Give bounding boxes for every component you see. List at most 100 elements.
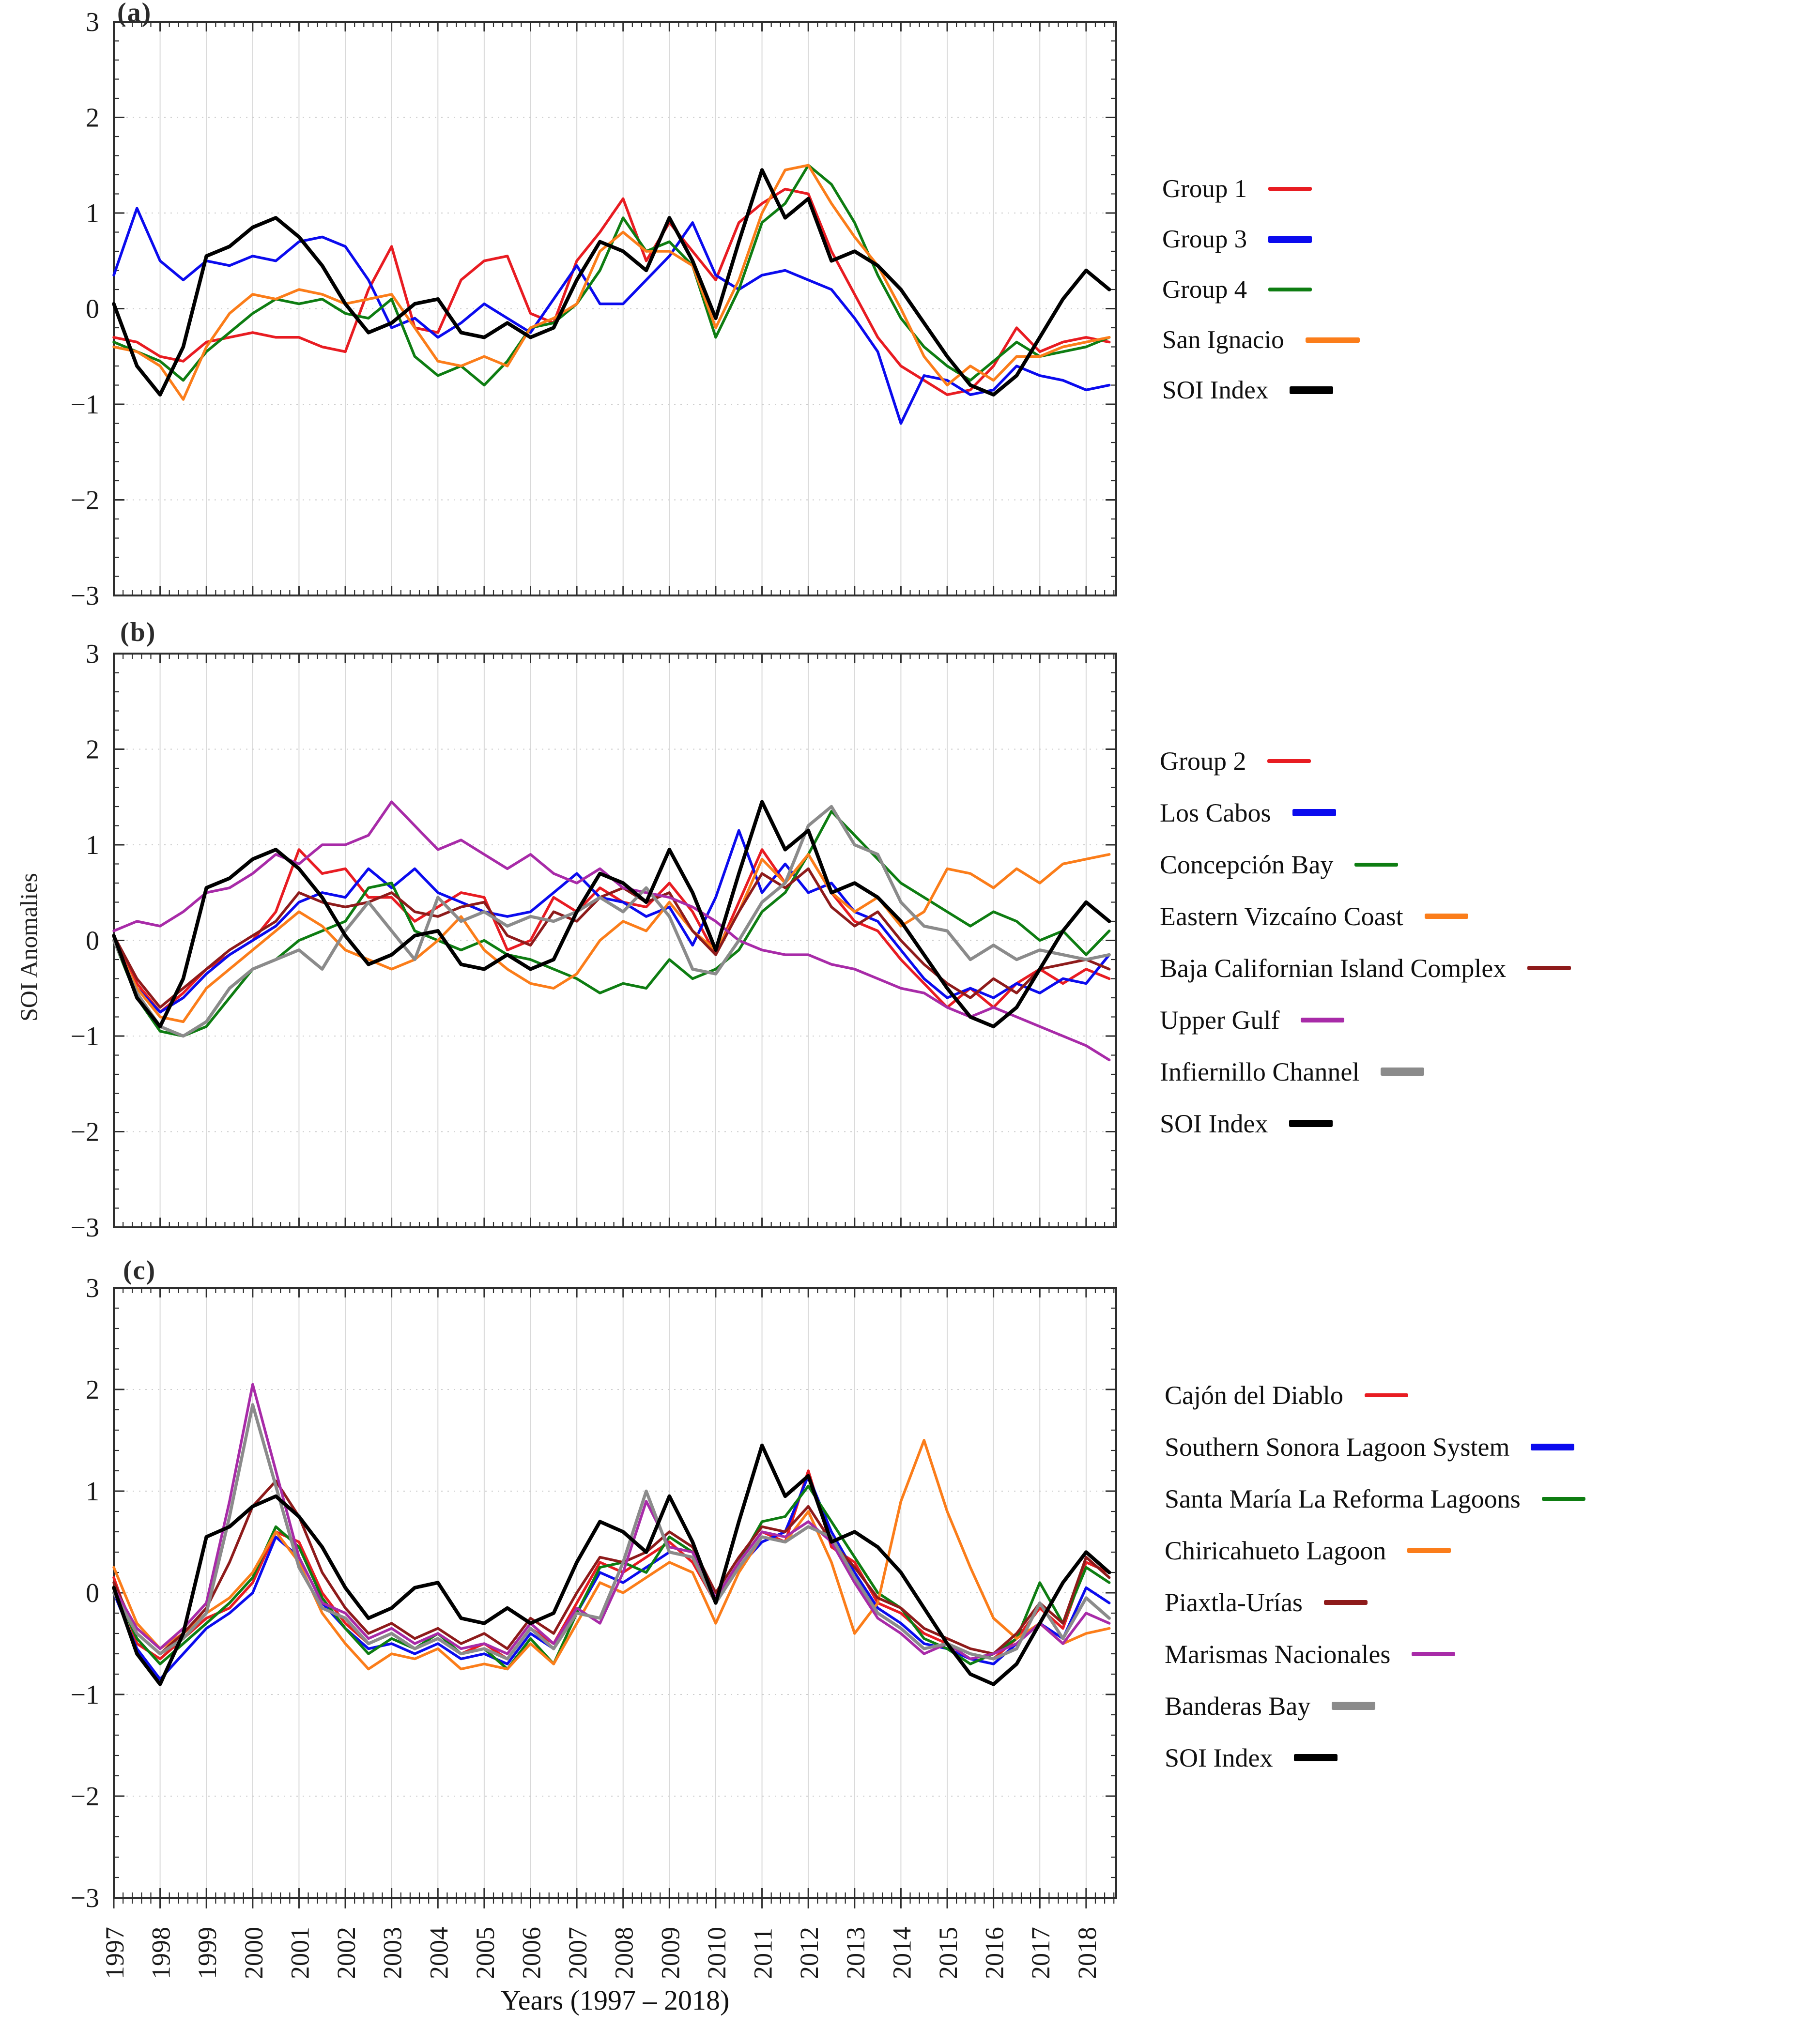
legend-item-swatch (1332, 1702, 1376, 1710)
legend-item: Southern Sonora Lagoon System (1165, 1421, 1585, 1473)
x-tick-label: 2003 (378, 1927, 407, 1979)
series-b-1 (112, 829, 1111, 1014)
series-c-3 (112, 1439, 1111, 1671)
legend-item: Marismas Nacionales (1165, 1628, 1585, 1680)
legend-item-label: Group 1 (1162, 175, 1247, 203)
legend-item: Banderas Bay (1165, 1680, 1585, 1732)
x-tick-label: 2005 (471, 1927, 500, 1979)
legend-item: Santa María La Reforma Lagoons (1165, 1473, 1585, 1525)
legend-item: SOI Index (1162, 365, 1360, 415)
legend-item-label: Marismas Nacionales (1165, 1639, 1391, 1669)
legend-item: Infiernillo Channel (1160, 1046, 1571, 1098)
legend-item: Eastern Vizcaíno Coast (1160, 890, 1571, 942)
x-tick-label: 1998 (147, 1927, 176, 1979)
legend-item: San Ignacio (1162, 315, 1360, 365)
legend-item-label: SOI Index (1160, 1109, 1268, 1138)
panel-label-a: (a) (117, 0, 152, 28)
legend-item-label: SOI Index (1162, 376, 1269, 404)
y-tick-label: −3 (70, 1213, 99, 1243)
series-c-5 (112, 1383, 1111, 1661)
legend-item-label: SOI Index (1165, 1743, 1273, 1772)
legend-item-label: Infiernillo Channel (1160, 1057, 1360, 1086)
legend-item-swatch (1268, 235, 1312, 243)
y-tick-label: 3 (86, 1273, 99, 1303)
legend-item: Upper Gulf (1160, 994, 1571, 1046)
legend-item-label: Group 3 (1162, 225, 1247, 253)
y-tick-label: −1 (70, 390, 99, 420)
legend-item-label: Upper Gulf (1160, 1005, 1280, 1035)
series-c-7 (112, 1443, 1111, 1686)
x-tick-label: 2010 (702, 1927, 731, 1979)
y-tick-label: 2 (86, 103, 99, 133)
x-tick-label: 2018 (1073, 1927, 1102, 1979)
series-a-2 (112, 164, 1111, 387)
legend-item-swatch (1301, 1017, 1345, 1022)
legend-item-swatch (1354, 862, 1399, 867)
legend-item-label: Baja Californian Island Complex (1160, 953, 1507, 983)
legend-item-swatch (1541, 1496, 1585, 1501)
legend-item: Los Cabos (1160, 787, 1571, 839)
legend-item: Group 2 (1160, 735, 1571, 787)
legend-item: Group 3 (1162, 214, 1360, 264)
y-tick-label: 0 (86, 294, 99, 324)
legend-panel-b: Group 2 Los Cabos Concepción Bay Eastern Vi… (1160, 735, 1571, 1149)
y-tick-label: 3 (86, 7, 99, 37)
series-b-3 (112, 853, 1111, 1023)
y-tick-label: 2 (86, 1375, 99, 1405)
x-tick-label: 2002 (332, 1927, 361, 1979)
x-tick-label: 2007 (563, 1927, 592, 1979)
x-tick-label: 2004 (424, 1927, 453, 1979)
legend-item-swatch (1268, 288, 1312, 291)
legend-item-label: Banderas Bay (1165, 1691, 1311, 1721)
x-tick-label: 2015 (934, 1927, 963, 1979)
legend-item-label: Southern Sonora Lagoon System (1165, 1432, 1510, 1462)
legend-item-label: Eastern Vizcaíno Coast (1160, 901, 1403, 931)
x-tick-label: 2001 (285, 1927, 314, 1979)
x-tick-label: 1999 (193, 1927, 222, 1979)
series-c-2 (112, 1484, 1111, 1671)
legend-item: Group 4 (1162, 264, 1360, 315)
legend-item-label: Group 2 (1160, 746, 1246, 776)
legend-item-swatch (1381, 1068, 1425, 1076)
x-tick-label: 2009 (656, 1927, 685, 1979)
series-a-3 (112, 164, 1111, 401)
x-tick-label: 1997 (100, 1927, 129, 1979)
legend-item: Chiricahueto Lagoon (1165, 1525, 1585, 1576)
legend-item: Baja Californian Island Complex (1160, 942, 1571, 994)
legend-item-label: Chiricahueto Lagoon (1165, 1536, 1386, 1565)
series-b-6 (112, 805, 1111, 1038)
legend-item-label: Cajón del Diablo (1165, 1380, 1343, 1410)
legend-item-swatch (1305, 337, 1360, 343)
legend-item-label: Los Cabos (1160, 798, 1271, 827)
y-tick-label: 2 (86, 735, 99, 765)
y-tick-label: −2 (70, 1117, 99, 1147)
y-tick-label: 1 (86, 1477, 99, 1507)
legend-item: Piaxtla-Urías (1165, 1576, 1585, 1628)
legend-item-swatch (1531, 1443, 1575, 1450)
series-a-0 (112, 187, 1111, 397)
y-tick-label: 3 (86, 639, 99, 669)
legend-item-swatch (1292, 809, 1336, 816)
legend-item-swatch (1289, 1120, 1333, 1127)
x-tick-label: 2008 (610, 1927, 639, 1979)
x-tick-label: 2006 (517, 1927, 546, 1979)
legend-panel-a: Group 1 Group 3 Group 4 San Ignacio SOI Inde… (1162, 164, 1360, 415)
y-tick-label: −1 (70, 1022, 99, 1052)
legend-item-swatch (1407, 1548, 1451, 1553)
legend-item-swatch (1412, 1652, 1456, 1656)
series-b-0 (112, 848, 1111, 1014)
series-b-4 (112, 867, 1111, 1009)
legend-item: SOI Index (1160, 1098, 1571, 1149)
legend-item-label: Group 4 (1162, 275, 1247, 304)
x-tick-label: 2017 (1026, 1927, 1055, 1979)
legend-item: SOI Index (1165, 1732, 1585, 1784)
legend-item-label: Concepción Bay (1160, 850, 1334, 879)
legend-item-swatch (1364, 1393, 1408, 1397)
legend-item: Group 1 (1162, 164, 1360, 214)
panel-label-c: (c) (123, 1255, 156, 1285)
series-b-7 (112, 800, 1111, 1029)
y-tick-label: 1 (86, 198, 99, 229)
y-tick-label: 0 (86, 926, 99, 956)
